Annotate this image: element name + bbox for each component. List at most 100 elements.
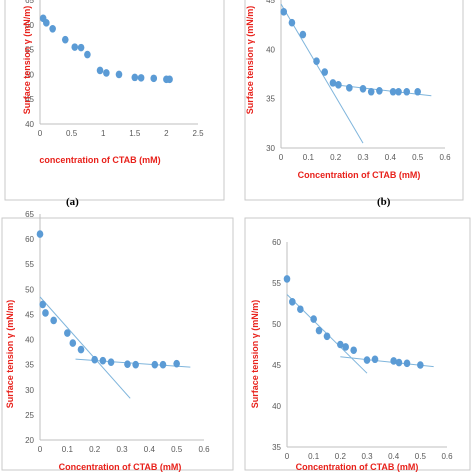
chart-c-x-axis-label: Concentration of CTAB (mM) <box>59 462 182 472</box>
chart-c-y-tick-label: 60 <box>25 235 34 244</box>
panel-label-a: (a) <box>66 196 79 208</box>
chart-c-y-tick-label: 30 <box>25 386 34 395</box>
chart-d-x-tick-label: 0.2 <box>335 452 347 461</box>
chart-b-data-point <box>346 84 353 92</box>
chart-c-data-point <box>39 300 47 309</box>
chart-c-y-tick-label: 40 <box>25 336 34 345</box>
chart-b-data-point <box>389 87 397 96</box>
chart-d-y-axis-label: Surface tension γ (mN/m) <box>250 300 260 409</box>
chart-b-data-point <box>321 68 329 76</box>
chart-a-data-point <box>103 69 110 77</box>
chart-c-data-point <box>173 359 180 368</box>
chart-b-x-axis-label: Concentration of CTAB (mM) <box>298 170 421 180</box>
chart-b-y-tick-label: 30 <box>266 144 275 153</box>
chart-a-y-tick-label: 40 <box>25 120 34 129</box>
chart-c-data-point <box>132 360 139 369</box>
chart-c-y-tick-label: 20 <box>25 436 34 445</box>
chart-a-y-tick-label: 60 <box>25 21 34 30</box>
chart-c-x-tick-label: 0.5 <box>171 445 183 454</box>
chart-d: 0 0.1 0.2 0.3 0.4 0.5 0.6 35 40 45 50 55 60 Concentra… <box>244 217 471 472</box>
chart-b-data-point <box>376 86 383 95</box>
chart-b-x-tick-label: 0.6 <box>439 153 451 162</box>
chart-d-data-point <box>363 356 371 364</box>
chart-b-y-axis-label: Surface tension γ (mN/m) <box>245 6 255 115</box>
chart-b-data-point <box>359 85 367 93</box>
chart-a-frame <box>4 0 225 201</box>
chart-d-frame <box>244 217 471 471</box>
chart-d-y-tick-label: 45 <box>272 361 281 370</box>
chart-d-y-tick-label: 60 <box>272 238 281 247</box>
chart-d-x-tick-label: 0 <box>285 452 290 461</box>
chart-a-y-tick-label: 65 <box>25 0 34 5</box>
chart-b-x-tick-label: 0.2 <box>330 153 342 162</box>
chart-d-data-point <box>350 346 357 355</box>
chart-b-x-tick-label: 0.4 <box>385 153 397 162</box>
chart-d-y-tick-label: 35 <box>272 443 281 452</box>
chart-a-x-tick-label: 0 <box>38 129 43 138</box>
chart-panel-c: 0 0.1 0.2 0.3 0.4 0.5 0.6 20 25 30 35 40 45 50 55 60 65 C… <box>0 210 237 474</box>
chart-b: 0 0.1 0.2 0.3 0.4 0.5 0.6 30 35 40 45 Concentration… <box>244 0 464 201</box>
chart-d-data-point <box>371 355 379 364</box>
chart-a-data-point <box>137 74 145 82</box>
chart-a-data-point <box>131 73 139 82</box>
chart-panel-d: 0 0.1 0.2 0.3 0.4 0.5 0.6 35 40 45 50 55 60 Concentra… <box>237 214 474 474</box>
chart-a-data-point <box>84 50 91 59</box>
chart-b-data-point <box>367 87 375 96</box>
chart-a-data-point <box>49 24 56 33</box>
chart-panel-b: 0 0.1 0.2 0.3 0.4 0.5 0.6 30 35 40 45 Concentration… <box>237 0 474 201</box>
chart-b-frame <box>244 0 464 201</box>
chart-b-data-point <box>414 87 421 96</box>
chart-b-x-tick-label: 0.1 <box>303 153 315 162</box>
chart-d-data-point <box>390 357 397 365</box>
chart-b-data-point <box>329 79 337 87</box>
chart-d-x-tick-label: 0.6 <box>441 452 453 461</box>
chart-a-y-axis-label: Surface tension γ (mN/m) <box>22 6 32 115</box>
chart-b-data-point <box>280 8 288 16</box>
chart-d-data-point <box>315 326 323 335</box>
chart-b-data-point <box>313 57 320 65</box>
chart-b-y-tick-label: 40 <box>266 45 275 54</box>
chart-c-y-tick-label: 50 <box>25 285 34 294</box>
chart-c-data-point <box>99 356 107 365</box>
chart-a-data-point <box>71 43 79 51</box>
chart-b-y-tick-label: 35 <box>266 95 275 104</box>
chart-c-x-tick-label: 0.1 <box>62 445 74 454</box>
chart-d-x-tick-label: 0.1 <box>308 452 320 461</box>
chart-c-data-point <box>42 309 49 317</box>
chart-c-data-point <box>107 358 115 366</box>
chart-d-y-tick-label: 55 <box>272 279 281 288</box>
chart-c-frame <box>1 217 234 471</box>
chart-d-data-point <box>297 305 304 314</box>
chart-a-data-point <box>115 70 123 79</box>
chart-d-data-point <box>403 359 411 368</box>
chart-b-x-tick-label: 0.3 <box>357 153 369 162</box>
chart-c-data-point <box>50 316 57 325</box>
chart-c-data-point <box>159 360 167 369</box>
chart-d-data-point <box>342 343 349 351</box>
chart-c-y-tick-label: 55 <box>25 260 34 269</box>
chart-c-data-point <box>69 339 77 347</box>
chart-b-x-tick-label: 0 <box>279 153 284 162</box>
chart-a-data-point <box>61 35 69 44</box>
chart-b-data-point <box>403 87 411 96</box>
chart-d-data-point <box>395 358 403 367</box>
chart-c-data-point <box>36 230 44 238</box>
chart-d-data-point <box>337 340 344 349</box>
chart-a-x-tick-label: 2 <box>164 129 169 138</box>
chart-c-x-tick-label: 0 <box>38 445 43 454</box>
chart-d-x-axis-label: Concentration of CTAB (mM) <box>296 462 419 472</box>
chart-c-x-tick-label: 0.3 <box>116 445 128 454</box>
chart-c-data-point <box>124 360 131 368</box>
chart-c-x-tick-label: 0.6 <box>198 445 210 454</box>
chart-d-data-point <box>289 298 296 306</box>
chart-a-x-tick-label: 2.5 <box>192 129 204 138</box>
chart-d-x-tick-label: 0.5 <box>415 452 427 461</box>
chart-a-y-tick-label: 45 <box>25 95 34 104</box>
chart-d-data-point <box>310 315 317 323</box>
chart-b-x-tick-label: 0.5 <box>412 153 424 162</box>
chart-b-data-point <box>299 30 307 39</box>
chart-d-x-tick-label: 0.3 <box>361 452 373 461</box>
chart-c-data-point <box>91 355 98 364</box>
chart-c-trendline <box>39 296 131 399</box>
chart-c-y-tick-label: 65 <box>25 210 34 219</box>
